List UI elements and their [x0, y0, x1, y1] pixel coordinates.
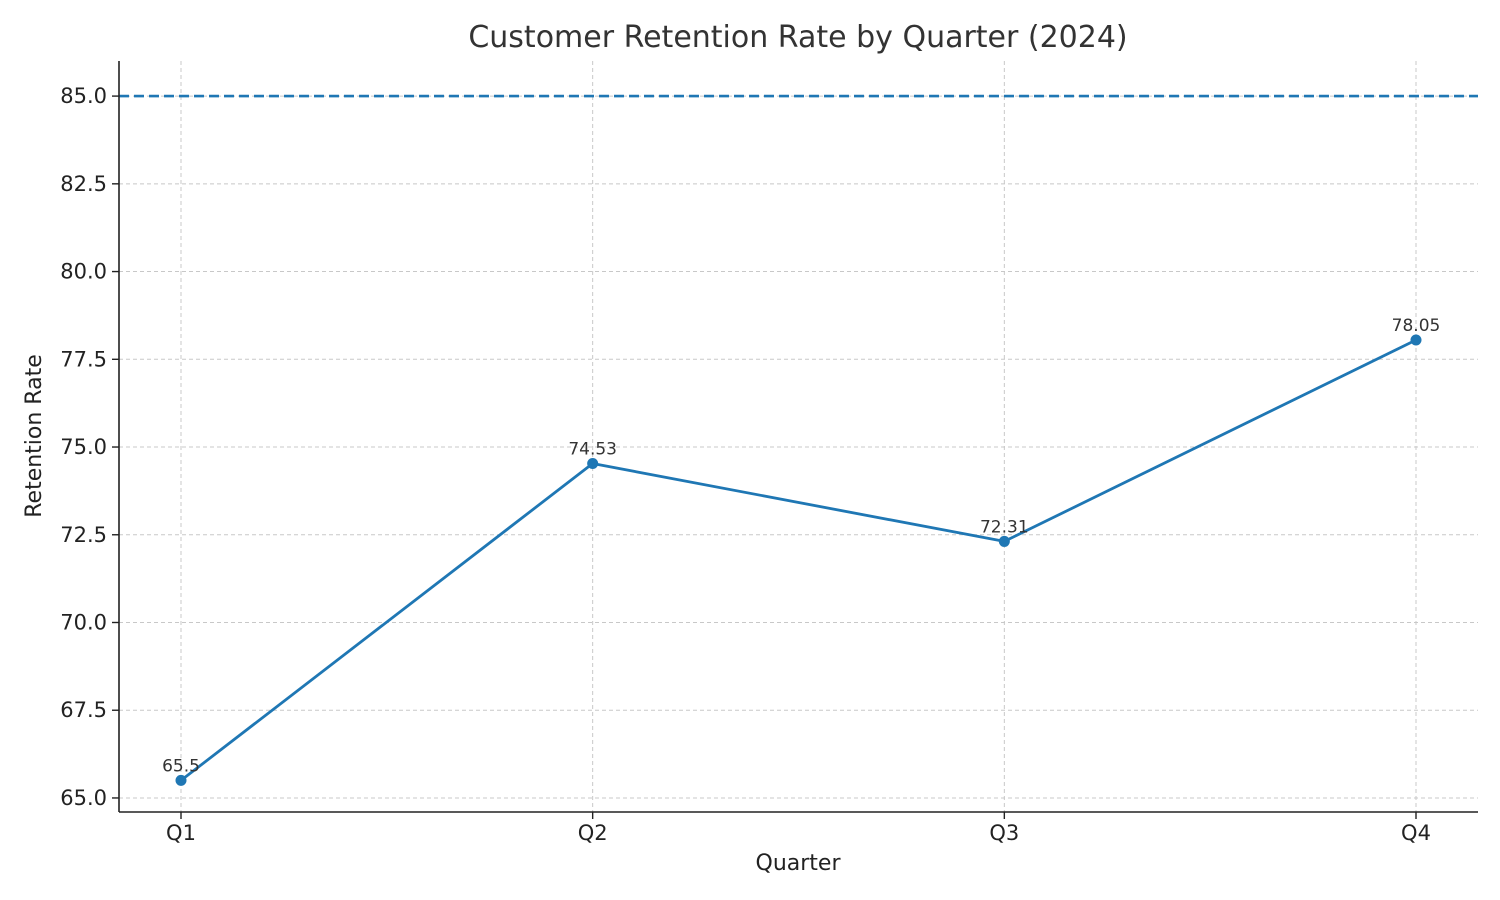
data-label: 78.05	[1392, 316, 1441, 336]
y-tick-label: 72.5	[60, 523, 107, 547]
data-point	[175, 774, 187, 786]
y-tick-label: 82.5	[60, 172, 107, 196]
series-layer	[175, 334, 1422, 786]
x-axis-label: Quarter	[756, 851, 842, 876]
x-tick-label: Q2	[578, 821, 608, 845]
y-tick-label: 70.0	[60, 610, 107, 634]
data-label: 72.31	[980, 517, 1029, 537]
y-tick-label: 77.5	[60, 347, 107, 371]
y-tick-label: 67.5	[60, 698, 107, 722]
data-point	[1410, 334, 1422, 346]
axes-layer	[118, 61, 1478, 813]
labels-layer: 65.5 74.53 72.31 78.05	[162, 316, 1440, 776]
x-tick-label: Q3	[989, 821, 1019, 845]
y-tick-label: 65.0	[60, 786, 107, 810]
y-tick-label: 85.0	[60, 84, 107, 108]
x-tick-label: Q1	[166, 821, 196, 845]
data-label: 74.53	[568, 440, 617, 460]
y-axis-label: Retention Rate	[22, 354, 47, 518]
y-tick-label: 75.0	[60, 435, 107, 459]
chart-title: Customer Retention Rate by Quarter (2024…	[468, 20, 1127, 55]
data-point	[998, 535, 1010, 547]
ticks-layer: 65.0 67.5 70.0 72.5 75.0 77.5 80.0 82.5 85.0 Q1 Q2…	[60, 84, 1431, 845]
x-tick-label: Q4	[1401, 821, 1431, 845]
data-label: 65.5	[162, 756, 200, 776]
grid-layer	[119, 61, 1478, 812]
data-point	[587, 458, 599, 470]
y-tick-label: 80.0	[60, 260, 107, 284]
series-line	[179, 338, 1418, 782]
